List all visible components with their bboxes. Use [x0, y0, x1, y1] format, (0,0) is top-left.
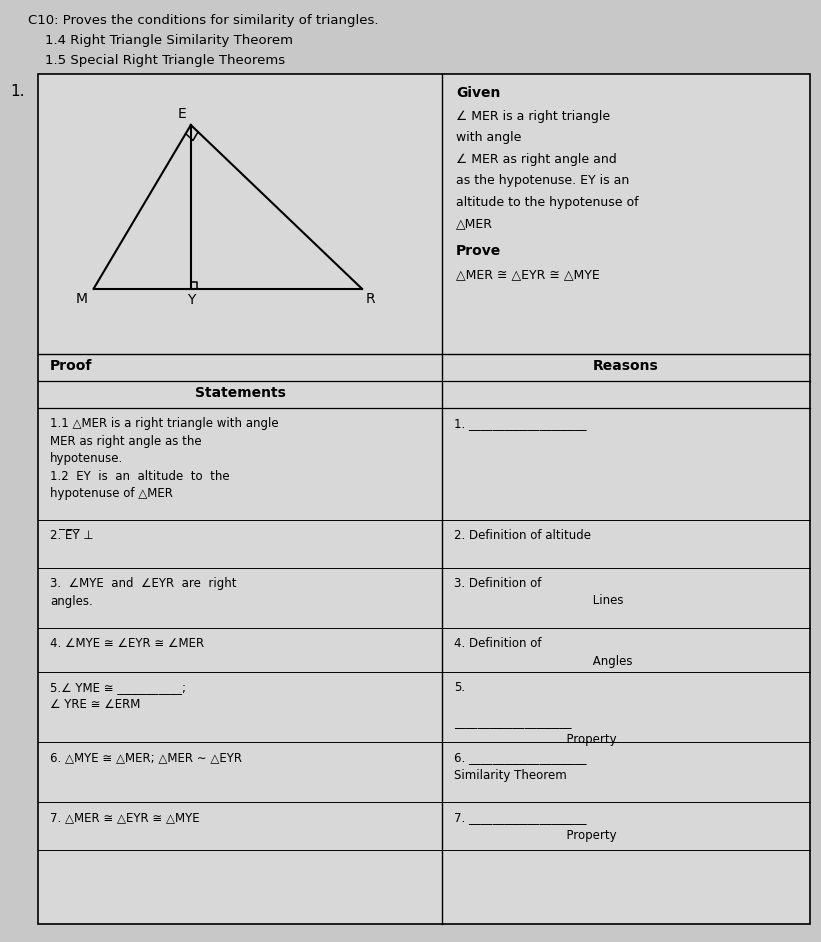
Text: 7. △MER ≅ △EYR ≅ △MYE: 7. △MER ≅ △EYR ≅ △MYE [50, 811, 200, 824]
Text: Prove: Prove [456, 244, 502, 258]
Text: 1.4 Right Triangle Similarity Theorem: 1.4 Right Triangle Similarity Theorem [28, 34, 293, 47]
Text: altitude to the hypotenuse of: altitude to the hypotenuse of [456, 196, 639, 209]
Text: △MER: △MER [456, 218, 493, 231]
Text: 2. Definition of altitude: 2. Definition of altitude [454, 529, 591, 542]
Text: Y: Y [186, 293, 195, 307]
Text: E: E [178, 107, 187, 121]
Text: M: M [76, 292, 88, 306]
Text: ∠ MER as right angle and: ∠ MER as right angle and [456, 153, 617, 166]
Text: 1. ____________________: 1. ____________________ [454, 417, 586, 430]
Text: 3.  ∠MYE  and  ∠EYR  are  right
angles.: 3. ∠MYE and ∠EYR are right angles. [50, 577, 236, 608]
Text: Given: Given [456, 86, 500, 100]
Text: C10: Proves the conditions for similarity of triangles.: C10: Proves the conditions for similarit… [28, 14, 378, 27]
Text: 2. ̅E̅Y̅ ⊥: 2. ̅E̅Y̅ ⊥ [50, 529, 94, 542]
Text: Reasons: Reasons [593, 359, 659, 373]
Text: 4. ∠MYE ≅ ∠EYR ≅ ∠MER: 4. ∠MYE ≅ ∠EYR ≅ ∠MER [50, 637, 204, 650]
Text: 4. Definition of
                                     Angles: 4. Definition of Angles [454, 637, 632, 668]
Text: 6. ____________________
Similarity Theorem: 6. ____________________ Similarity Theor… [454, 751, 586, 782]
Text: 6. △MYE ≅ △MER; △MER ∼ △EYR: 6. △MYE ≅ △MER; △MER ∼ △EYR [50, 751, 242, 764]
Text: Statements: Statements [195, 386, 286, 400]
Text: 5.∠ YME ≅ ___________;
∠ YRE ≅ ∠ERM: 5.∠ YME ≅ ___________; ∠ YRE ≅ ∠ERM [50, 681, 186, 711]
Text: 1.: 1. [10, 84, 25, 99]
Text: 7. ____________________
                              Property: 7. ____________________ Property [454, 811, 617, 841]
Text: R: R [366, 292, 375, 306]
Text: 3. Definition of
                                     Lines: 3. Definition of Lines [454, 577, 623, 608]
Text: 1.1 △MER is a right triangle with angle
MER as right angle as the
hypotenuse.
1.: 1.1 △MER is a right triangle with angle … [50, 417, 278, 500]
Text: Proof: Proof [50, 359, 93, 373]
Text: ∠ MER is a right triangle: ∠ MER is a right triangle [456, 110, 610, 123]
Text: as the hypotenuse. EY is an: as the hypotenuse. EY is an [456, 174, 629, 187]
Text: △MER ≅ △EYR ≅ △MYE: △MER ≅ △EYR ≅ △MYE [456, 268, 600, 281]
Text: 1.5 Special Right Triangle Theorems: 1.5 Special Right Triangle Theorems [28, 54, 285, 67]
Text: with angle: with angle [456, 132, 521, 144]
Text: 5.

____________________
                              Property: 5. ____________________ Property [454, 681, 617, 746]
